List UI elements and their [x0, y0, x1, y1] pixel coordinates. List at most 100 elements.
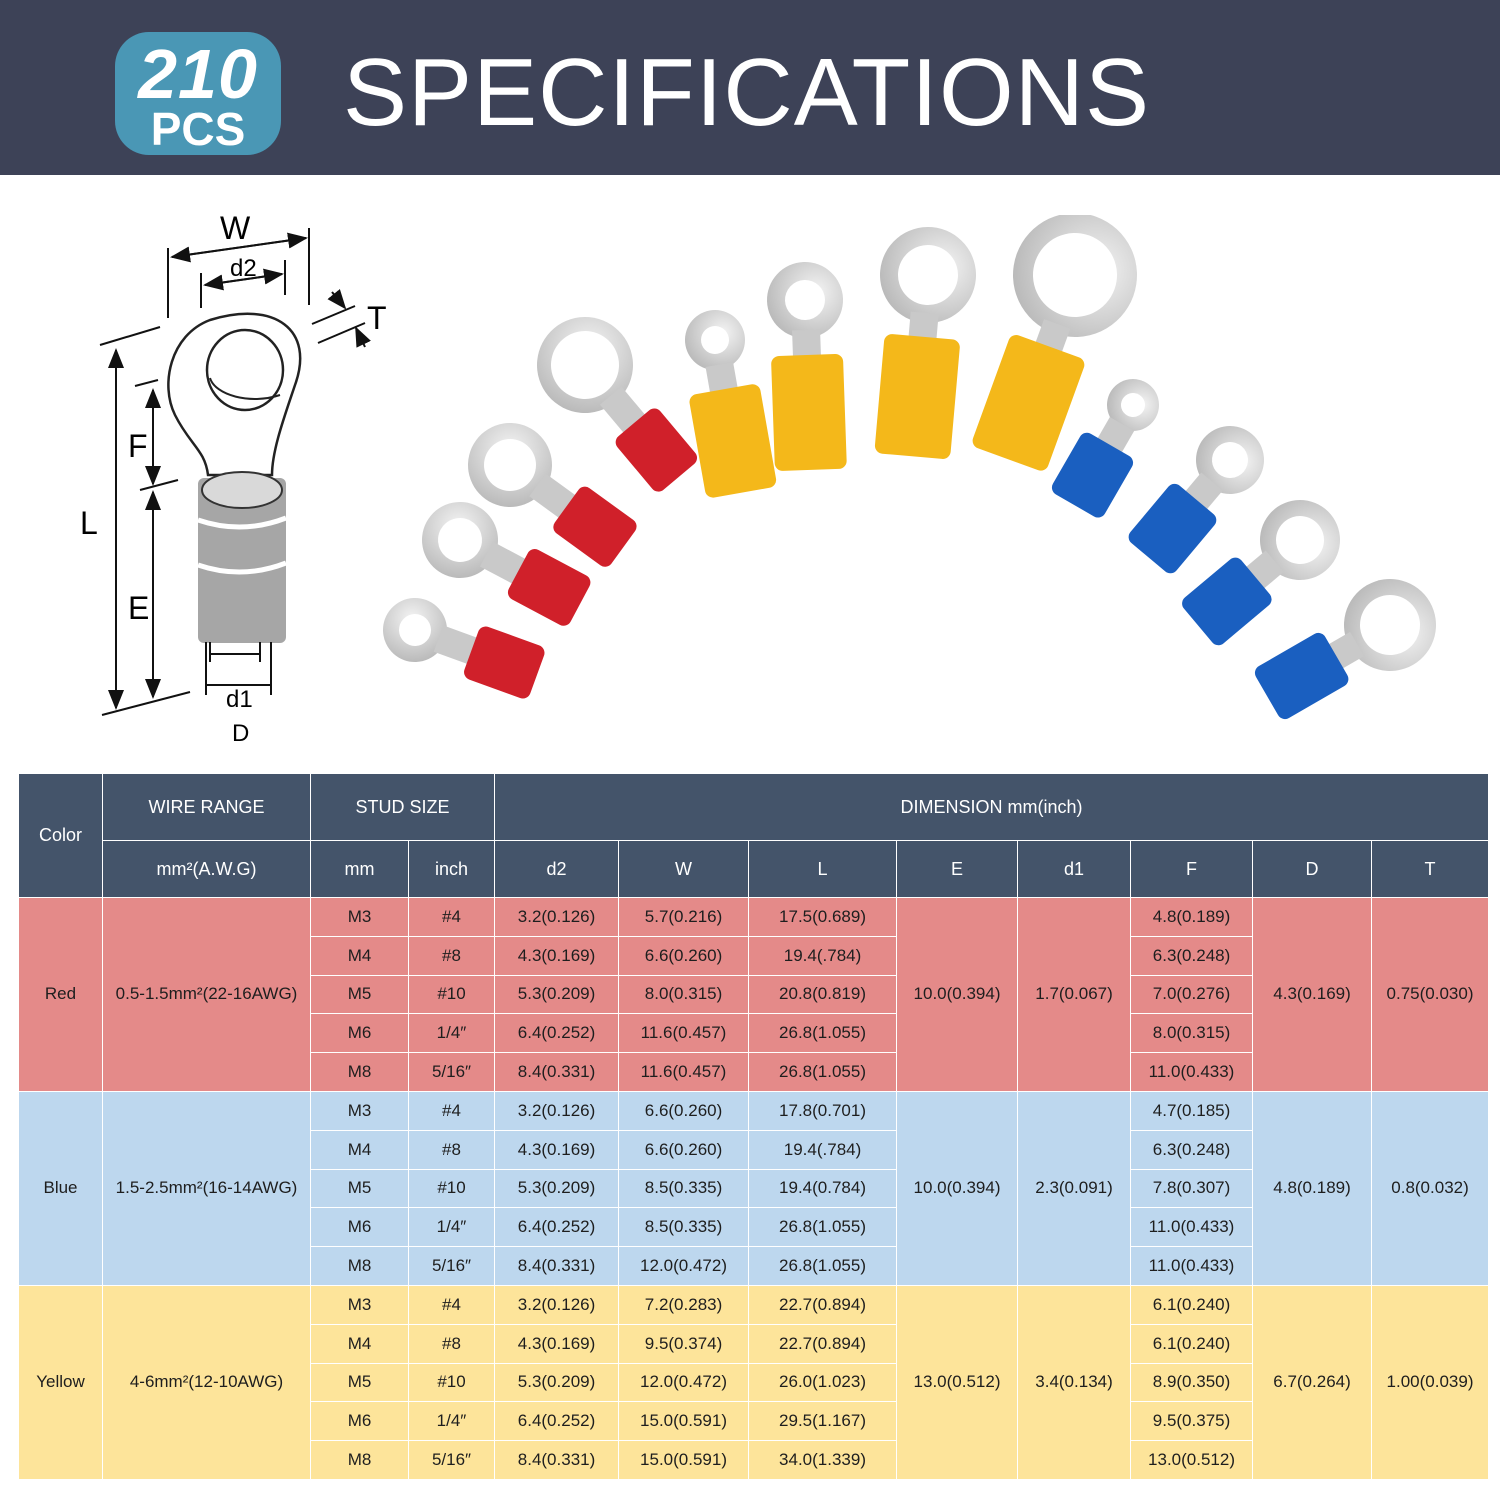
header-color: Color	[18, 773, 103, 898]
l-cell: 26.8(1.055)	[748, 1052, 898, 1092]
t-cell: 0.75(0.030)	[1371, 897, 1490, 1092]
table-row: M5 #10 5.3(0.209) 8.5(0.335) 19.4(0.784)…	[19, 1168, 1489, 1209]
w-cell: 15.0(0.591)	[618, 1401, 750, 1442]
label-d1: d1	[226, 686, 253, 713]
wire-range-cell: 0.5-1.5mm²(22-16AWG)	[102, 897, 311, 1092]
e-cell: 10.0(0.394)	[896, 897, 1019, 1092]
label-w: W	[220, 210, 251, 246]
page-title: SPECIFICATIONS	[343, 39, 1150, 146]
header-dimension: DIMENSION mm(inch)	[494, 773, 1490, 841]
d2-cell: 6.4(0.252)	[494, 1013, 620, 1054]
d2-cell: 8.4(0.331)	[494, 1052, 620, 1092]
stud-mm-cell: M3	[310, 897, 409, 937]
w-cell: 8.5(0.335)	[618, 1207, 750, 1248]
w-cell: 8.0(0.315)	[618, 974, 750, 1015]
l-cell: 17.5(0.689)	[748, 897, 898, 937]
d2-cell: 4.3(0.169)	[494, 1323, 620, 1364]
table-row: M6 1/4″ 6.4(0.252) 11.6(0.457) 26.8(1.05…	[19, 1013, 1489, 1054]
color-cell: Blue	[18, 1090, 103, 1286]
d2-cell: 3.2(0.126)	[494, 1284, 620, 1325]
table-row: M8 5/16″ 8.4(0.331) 12.0(0.472) 26.8(1.0…	[19, 1246, 1489, 1286]
d1-cell: 3.4(0.134)	[1017, 1284, 1132, 1480]
l-cell: 26.8(1.055)	[748, 1246, 898, 1286]
l-cell: 19.4(.784)	[748, 935, 898, 976]
e-cell: 10.0(0.394)	[896, 1090, 1019, 1286]
d2-cell: 3.2(0.126)	[494, 897, 620, 937]
l-cell: 34.0(1.339)	[748, 1440, 898, 1480]
stud-inch-cell: 1/4″	[407, 1207, 496, 1248]
d2-cell: 6.4(0.252)	[494, 1207, 620, 1248]
table-row: M8 5/16″ 8.4(0.331) 15.0(0.591) 34.0(1.3…	[19, 1440, 1489, 1480]
d2-cell: 3.2(0.126)	[494, 1090, 620, 1131]
w-cell: 11.6(0.457)	[618, 1013, 750, 1054]
f-cell: 8.0(0.315)	[1130, 1013, 1254, 1054]
stud-inch-cell: #4	[407, 1284, 496, 1325]
ring-terminals-image-icon	[383, 213, 1436, 720]
stud-inch-cell: 1/4″	[407, 1013, 496, 1054]
label-d2: d2	[230, 255, 257, 282]
t-cell: 1.00(0.039)	[1371, 1284, 1490, 1480]
f-cell: 6.1(0.240)	[1130, 1284, 1254, 1325]
stud-mm-cell: M5	[310, 1168, 409, 1209]
header-wire-range: WIRE RANGE	[102, 773, 311, 841]
stud-inch-cell: 5/16″	[407, 1246, 496, 1286]
w-cell: 6.6(0.260)	[618, 1090, 750, 1131]
label-l: L	[80, 505, 98, 541]
color-cell: Yellow	[18, 1284, 103, 1480]
d2-cell: 4.3(0.169)	[494, 935, 620, 976]
f-cell: 6.1(0.240)	[1130, 1323, 1254, 1364]
f-cell: 11.0(0.433)	[1130, 1052, 1254, 1092]
w-cell: 7.2(0.283)	[618, 1284, 750, 1325]
stud-mm-cell: M3	[310, 1284, 409, 1325]
stud-mm-cell: M8	[310, 1246, 409, 1286]
f-cell: 11.0(0.433)	[1130, 1246, 1254, 1286]
table-row: M8 5/16″ 8.4(0.331) 11.6(0.457) 26.8(1.0…	[19, 1052, 1489, 1092]
f-cell: 4.7(0.185)	[1130, 1090, 1254, 1131]
t-cell: 0.8(0.032)	[1371, 1090, 1490, 1286]
header-f: F	[1130, 840, 1254, 898]
table-row: Yellow 4-6mm²(12-10AWG) M3 #4 3.2(0.126)…	[18, 1284, 1490, 1480]
f-cell: 8.9(0.350)	[1130, 1362, 1254, 1403]
badge-count: 210	[138, 35, 258, 113]
l-cell: 26.8(1.055)	[748, 1207, 898, 1248]
stud-inch-cell: #4	[407, 1090, 496, 1131]
stud-inch-cell: 1/4″	[407, 1401, 496, 1442]
l-cell: 29.5(1.167)	[748, 1401, 898, 1442]
f-cell: 9.5(0.375)	[1130, 1401, 1254, 1442]
stud-inch-cell: 5/16″	[407, 1052, 496, 1092]
table-row: M4 #8 4.3(0.169) 6.6(0.260) 19.4(.784) 6…	[19, 935, 1489, 976]
d2-cell: 8.4(0.331)	[494, 1440, 620, 1480]
d1-cell: 2.3(0.091)	[1017, 1090, 1132, 1286]
header-stud-mm: mm	[310, 840, 409, 898]
table-row: M6 1/4″ 6.4(0.252) 8.5(0.335) 26.8(1.055…	[19, 1207, 1489, 1248]
w-cell: 12.0(0.472)	[618, 1362, 750, 1403]
stud-mm-cell: M4	[310, 1129, 409, 1170]
w-cell: 9.5(0.374)	[618, 1323, 750, 1364]
w-cell: 11.6(0.457)	[618, 1052, 750, 1092]
d2-cell: 5.3(0.209)	[494, 974, 620, 1015]
d2-cell: 6.4(0.252)	[494, 1401, 620, 1442]
table-row: M6 1/4″ 6.4(0.252) 15.0(0.591) 29.5(1.16…	[19, 1401, 1489, 1442]
wire-range-cell: 4-6mm²(12-10AWG)	[102, 1284, 311, 1480]
table-row: M5 #10 5.3(0.209) 12.0(0.472) 26.0(1.023…	[19, 1362, 1489, 1403]
header-d2: d2	[494, 840, 620, 898]
stud-mm-cell: M5	[310, 974, 409, 1015]
d1-cell: 1.7(0.067)	[1017, 897, 1132, 1092]
quantity-badge: 210 PCS	[115, 32, 281, 155]
l-cell: 19.4(.784)	[748, 1129, 898, 1170]
d-cell: 4.8(0.189)	[1252, 1090, 1373, 1286]
stud-inch-cell: #4	[407, 897, 496, 937]
header-w: W	[618, 840, 750, 898]
stud-mm-cell: M6	[310, 1401, 409, 1442]
d2-cell: 4.3(0.169)	[494, 1129, 620, 1170]
dimension-diagram: W d2 T F L E d1 D	[60, 200, 400, 760]
header-wire-unit: mm²(A.W.G)	[102, 840, 311, 898]
specifications-table: Color WIRE RANGE STUD SIZE DIMENSION mm(…	[18, 773, 1490, 1480]
f-cell: 11.0(0.433)	[1130, 1207, 1254, 1248]
badge-unit: PCS	[150, 103, 246, 155]
stud-mm-cell: M4	[310, 935, 409, 976]
label-d: D	[232, 720, 250, 747]
header-t: T	[1371, 840, 1490, 898]
header-d: D	[1252, 840, 1373, 898]
e-cell: 13.0(0.512)	[896, 1284, 1019, 1480]
